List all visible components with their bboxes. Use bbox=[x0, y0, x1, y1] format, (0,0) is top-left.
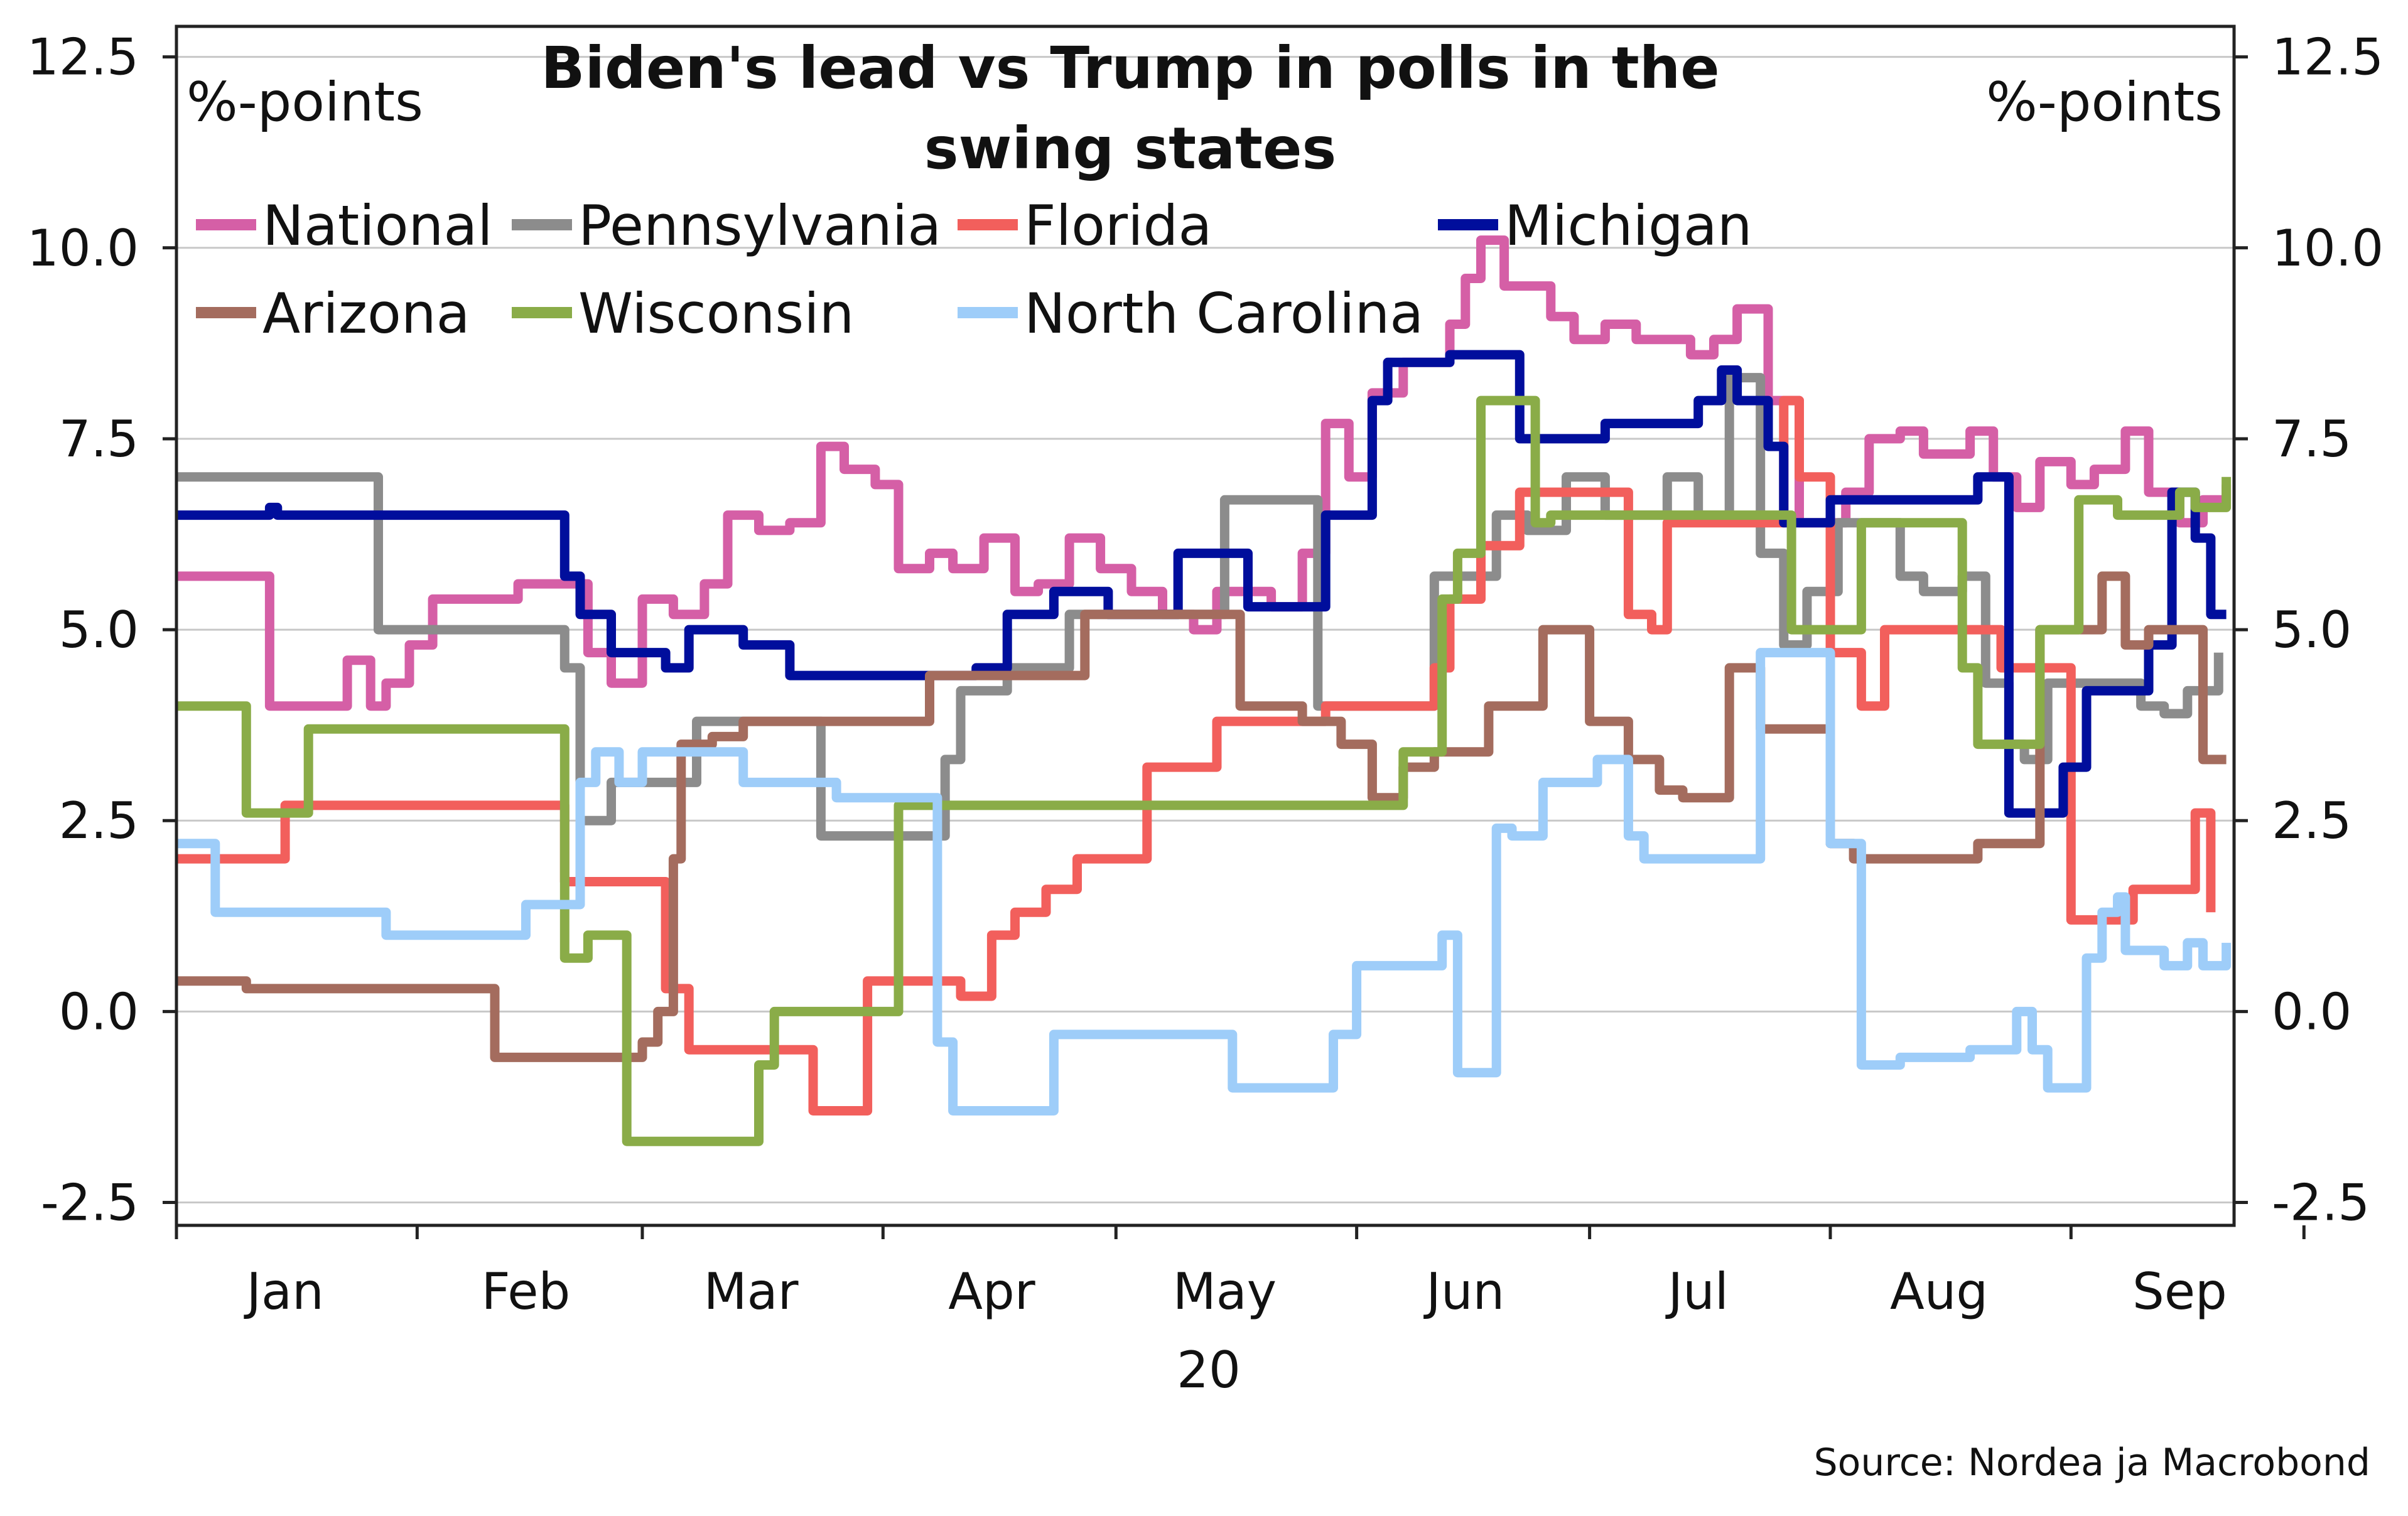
y-tick-label-left: 12.5 bbox=[27, 28, 139, 87]
x-tick-label: Sep bbox=[2132, 1262, 2227, 1321]
y-tick-label-right: 0.0 bbox=[2272, 982, 2351, 1041]
x-tick-label: Jan bbox=[243, 1262, 323, 1321]
y-tick-label-right: -2.5 bbox=[2272, 1174, 2370, 1232]
x-tick-label: May bbox=[1173, 1262, 1277, 1321]
y-tick-label-left: 7.5 bbox=[59, 410, 139, 468]
series-line-wisconsin bbox=[176, 395, 2232, 1146]
x-tick-label: Feb bbox=[482, 1262, 571, 1321]
legend-label-north-carolina: North Carolina bbox=[1024, 281, 1423, 346]
axes bbox=[163, 24, 2306, 1239]
source-note: Source: Nordea ja Macrobond bbox=[1814, 1441, 2370, 1485]
right-axis-unit: %-points bbox=[1986, 71, 2223, 134]
series-line-north-carolina bbox=[176, 648, 2232, 1115]
legend: National Pennsylvania Florida Michigan Arizo… bbox=[196, 193, 1752, 346]
series-line-national bbox=[176, 235, 2232, 711]
legend-label-pennsylvania: Pennsylvania bbox=[578, 193, 941, 258]
x-tick-label: Mar bbox=[704, 1262, 799, 1321]
chart-title-line-2: swing states bbox=[924, 115, 1337, 182]
legend-label-florida: Florida bbox=[1024, 193, 1212, 258]
legend-label-arizona: Arizona bbox=[262, 281, 470, 346]
y-tick-label-left: 0.0 bbox=[59, 982, 139, 1041]
series-line-michigan bbox=[176, 350, 2227, 818]
y-tick-label-right: 2.5 bbox=[2272, 792, 2351, 850]
legend-label-national: National bbox=[262, 193, 493, 258]
legend-label-michigan: Michigan bbox=[1504, 193, 1752, 258]
series-line-arizona bbox=[176, 571, 2227, 1062]
y-tick-label-left: 10.0 bbox=[27, 219, 139, 277]
y-tick-label-left: 5.0 bbox=[59, 601, 139, 659]
x-tick-label: Aug bbox=[1890, 1262, 1988, 1321]
legend-label-wisconsin: Wisconsin bbox=[578, 281, 854, 346]
tick-labels: 12.5 12.5 10.0 10.0 7.5 7.5 5.0 5.0 2.5 2.5 0.0 0.0… bbox=[27, 28, 2384, 1321]
chart-title-line-1: Biden's lead vs Trump in polls in the bbox=[541, 35, 1719, 102]
x-tick-label: Jun bbox=[1423, 1262, 1504, 1321]
series-lines bbox=[176, 235, 2232, 1146]
x-tick-label: Apr bbox=[948, 1262, 1035, 1321]
series-line-florida bbox=[176, 395, 2216, 1115]
x-tick-label: Jul bbox=[1665, 1262, 1729, 1321]
y-tick-label-left: 2.5 bbox=[59, 792, 139, 850]
y-tick-label-left: -2.5 bbox=[41, 1174, 139, 1232]
y-tick-label-right: 7.5 bbox=[2272, 410, 2351, 468]
y-tick-label-right: 12.5 bbox=[2272, 28, 2384, 87]
x-year-label: 20 bbox=[1177, 1341, 1241, 1399]
y-tick-label-right: 10.0 bbox=[2272, 219, 2384, 277]
plot-frame bbox=[175, 24, 2236, 1227]
left-axis-unit: %-points bbox=[186, 71, 423, 134]
y-tick-label-right: 5.0 bbox=[2272, 601, 2351, 659]
